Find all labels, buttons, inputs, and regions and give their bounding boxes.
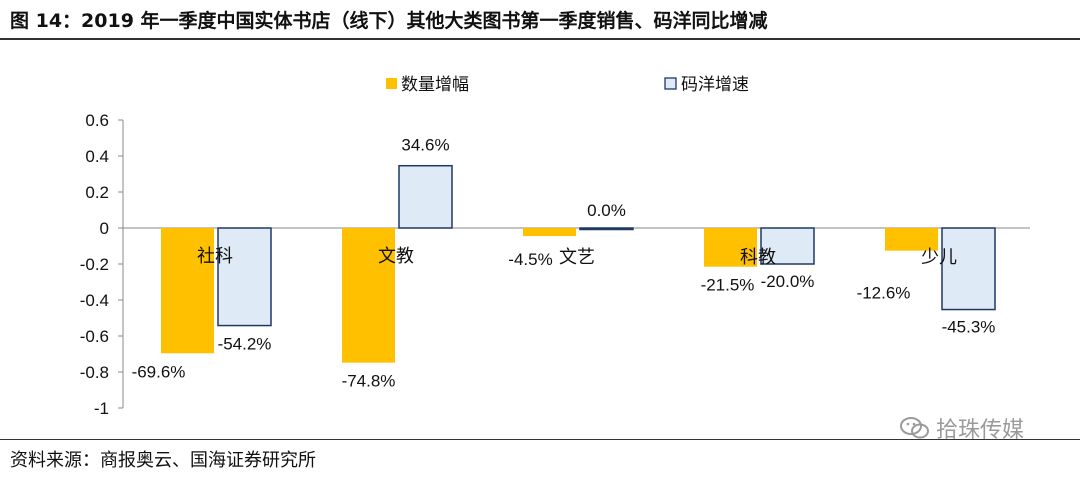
category-label-2: 文艺 <box>559 247 595 267</box>
category-label-0: 社科 <box>197 246 233 266</box>
y-tick-label: -1 <box>94 399 109 418</box>
watermark-text: 拾珠传媒 <box>936 418 1025 443</box>
y-tick-label: 0.2 <box>85 183 109 202</box>
source-note: 资料来源：商报奥云、国海证券研究所 <box>10 450 316 471</box>
legend: 数量增幅 码洋增速 <box>386 75 749 94</box>
label-price-1: 34.6% <box>401 136 449 155</box>
bar-qty-3 <box>704 228 757 267</box>
label-qty-0: -69.6% <box>132 362 186 381</box>
bar-price-0 <box>217 227 272 327</box>
label-price-3: -20.0% <box>761 272 815 291</box>
y-axis: 0.6 0.4 0.2 0 -0.2 -0.4 -0.6 -0.8 -1 <box>80 111 1030 418</box>
category-label-3: 科教 <box>740 247 776 267</box>
category-label-4: 少儿 <box>921 247 957 267</box>
bar-price-1 <box>398 164 453 229</box>
bar-price-2 <box>579 227 634 231</box>
category-label-1: 文教 <box>378 246 414 266</box>
bar-price-3 <box>760 227 815 265</box>
label-price-0: -54.2% <box>218 335 272 354</box>
bar-chart: 数量增幅 码洋增速 0.6 0.4 0.2 0 -0.2 -0.4 -0.6 -0.8 -1 -6… <box>80 75 1030 418</box>
watermark: 拾珠传媒 <box>900 412 1024 444</box>
bar-price-4 <box>941 227 996 311</box>
label-qty-1: -74.8% <box>342 372 396 391</box>
data-labels: -69.6% -54.2% -74.8% 34.6% -4.5% 0.0% -21.5% -2… <box>132 136 996 391</box>
legend-label-qty: 数量增幅 <box>401 75 469 94</box>
bar-qty-1 <box>342 228 395 363</box>
y-tick-label: -0.6 <box>80 327 109 346</box>
legend-label-price: 码洋增速 <box>681 75 749 94</box>
label-qty-4: -12.6% <box>857 284 911 303</box>
wechat-icon <box>900 417 929 439</box>
bar-qty-0 <box>161 228 214 354</box>
y-tick-label: -0.8 <box>80 363 109 382</box>
y-tick-label: -0.2 <box>80 255 109 274</box>
label-qty-3: -21.5% <box>701 276 755 295</box>
label-qty-2: -4.5% <box>508 250 552 269</box>
chart-title: 图 14：2019 年一季度中国实体书店（线下）其他大类图书第一季度销售、码洋同… <box>10 10 768 32</box>
bottom-rule <box>0 439 1080 440</box>
bars <box>161 164 996 363</box>
category-labels: 社科 文教 文艺 科教 少儿 <box>197 246 957 267</box>
bar-qty-4 <box>885 228 938 251</box>
y-tick-label: 0.4 <box>85 147 109 166</box>
y-tick-label: -0.4 <box>80 291 109 310</box>
label-price-2: 0.0% <box>587 201 626 220</box>
y-tick-label: 0 <box>100 219 109 238</box>
top-rule <box>0 38 1080 40</box>
bar-qty-2 <box>523 228 576 237</box>
label-price-4: -45.3% <box>942 318 996 337</box>
legend-swatch-qty <box>386 78 397 89</box>
y-tick-label: 0.6 <box>85 111 109 130</box>
legend-swatch-price <box>664 77 677 90</box>
